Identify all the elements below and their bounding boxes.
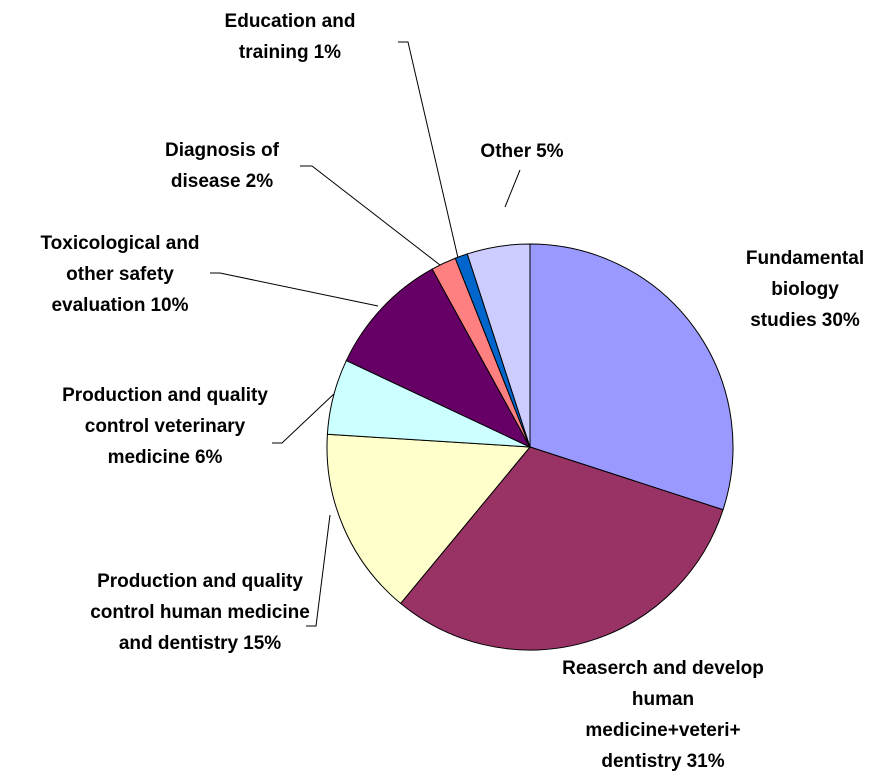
value-label: 31% bbox=[686, 751, 725, 772]
category-name: Reaserch and develop human medicine+vete… bbox=[562, 658, 764, 772]
pie-slice bbox=[466, 243, 531, 448]
category-name: Production and quality control veterinar… bbox=[62, 385, 268, 468]
value-label: 15% bbox=[243, 633, 282, 654]
value-label: 10% bbox=[150, 295, 189, 316]
value-label: 5% bbox=[536, 141, 564, 162]
slice-label: Other 5% bbox=[462, 136, 582, 167]
pie-slice bbox=[399, 446, 724, 651]
pie-slice bbox=[529, 243, 734, 511]
value-label: 6% bbox=[194, 447, 223, 468]
category-name: Fundamental biology studies bbox=[745, 248, 865, 331]
value-label: 30% bbox=[821, 310, 860, 331]
value-label: 2% bbox=[245, 171, 274, 192]
slice-label: Production and quality control veterinar… bbox=[50, 380, 280, 473]
leader-line bbox=[210, 272, 379, 307]
leader-line bbox=[306, 514, 331, 627]
pie-slice bbox=[345, 268, 532, 449]
slice-label: Production and quality control human med… bbox=[90, 566, 310, 659]
value-label: 1% bbox=[313, 42, 342, 63]
pie-slice bbox=[326, 433, 532, 605]
leader-line bbox=[398, 41, 459, 259]
slice-label: Diagnosis of disease 2% bbox=[132, 135, 312, 197]
leader-line bbox=[300, 165, 441, 266]
category-name: Production and quality control human med… bbox=[90, 571, 310, 654]
leader-line bbox=[504, 169, 521, 208]
slice-label: Toxicological and other safety evaluatio… bbox=[20, 228, 220, 321]
leader-lines bbox=[210, 41, 521, 627]
category-name: Education and training bbox=[224, 11, 356, 63]
slice-label: Fundamental biology studies 30% bbox=[715, 243, 893, 336]
category-name: Toxicological and other safety evaluatio… bbox=[40, 233, 200, 316]
leader-line bbox=[272, 391, 337, 444]
slice-label: Reaserch and develop human medicine+vete… bbox=[553, 653, 773, 777]
slice-label: Education and training 1% bbox=[200, 6, 380, 68]
category-name: Diagnosis of disease bbox=[164, 140, 279, 192]
category-name: Other bbox=[480, 141, 532, 162]
